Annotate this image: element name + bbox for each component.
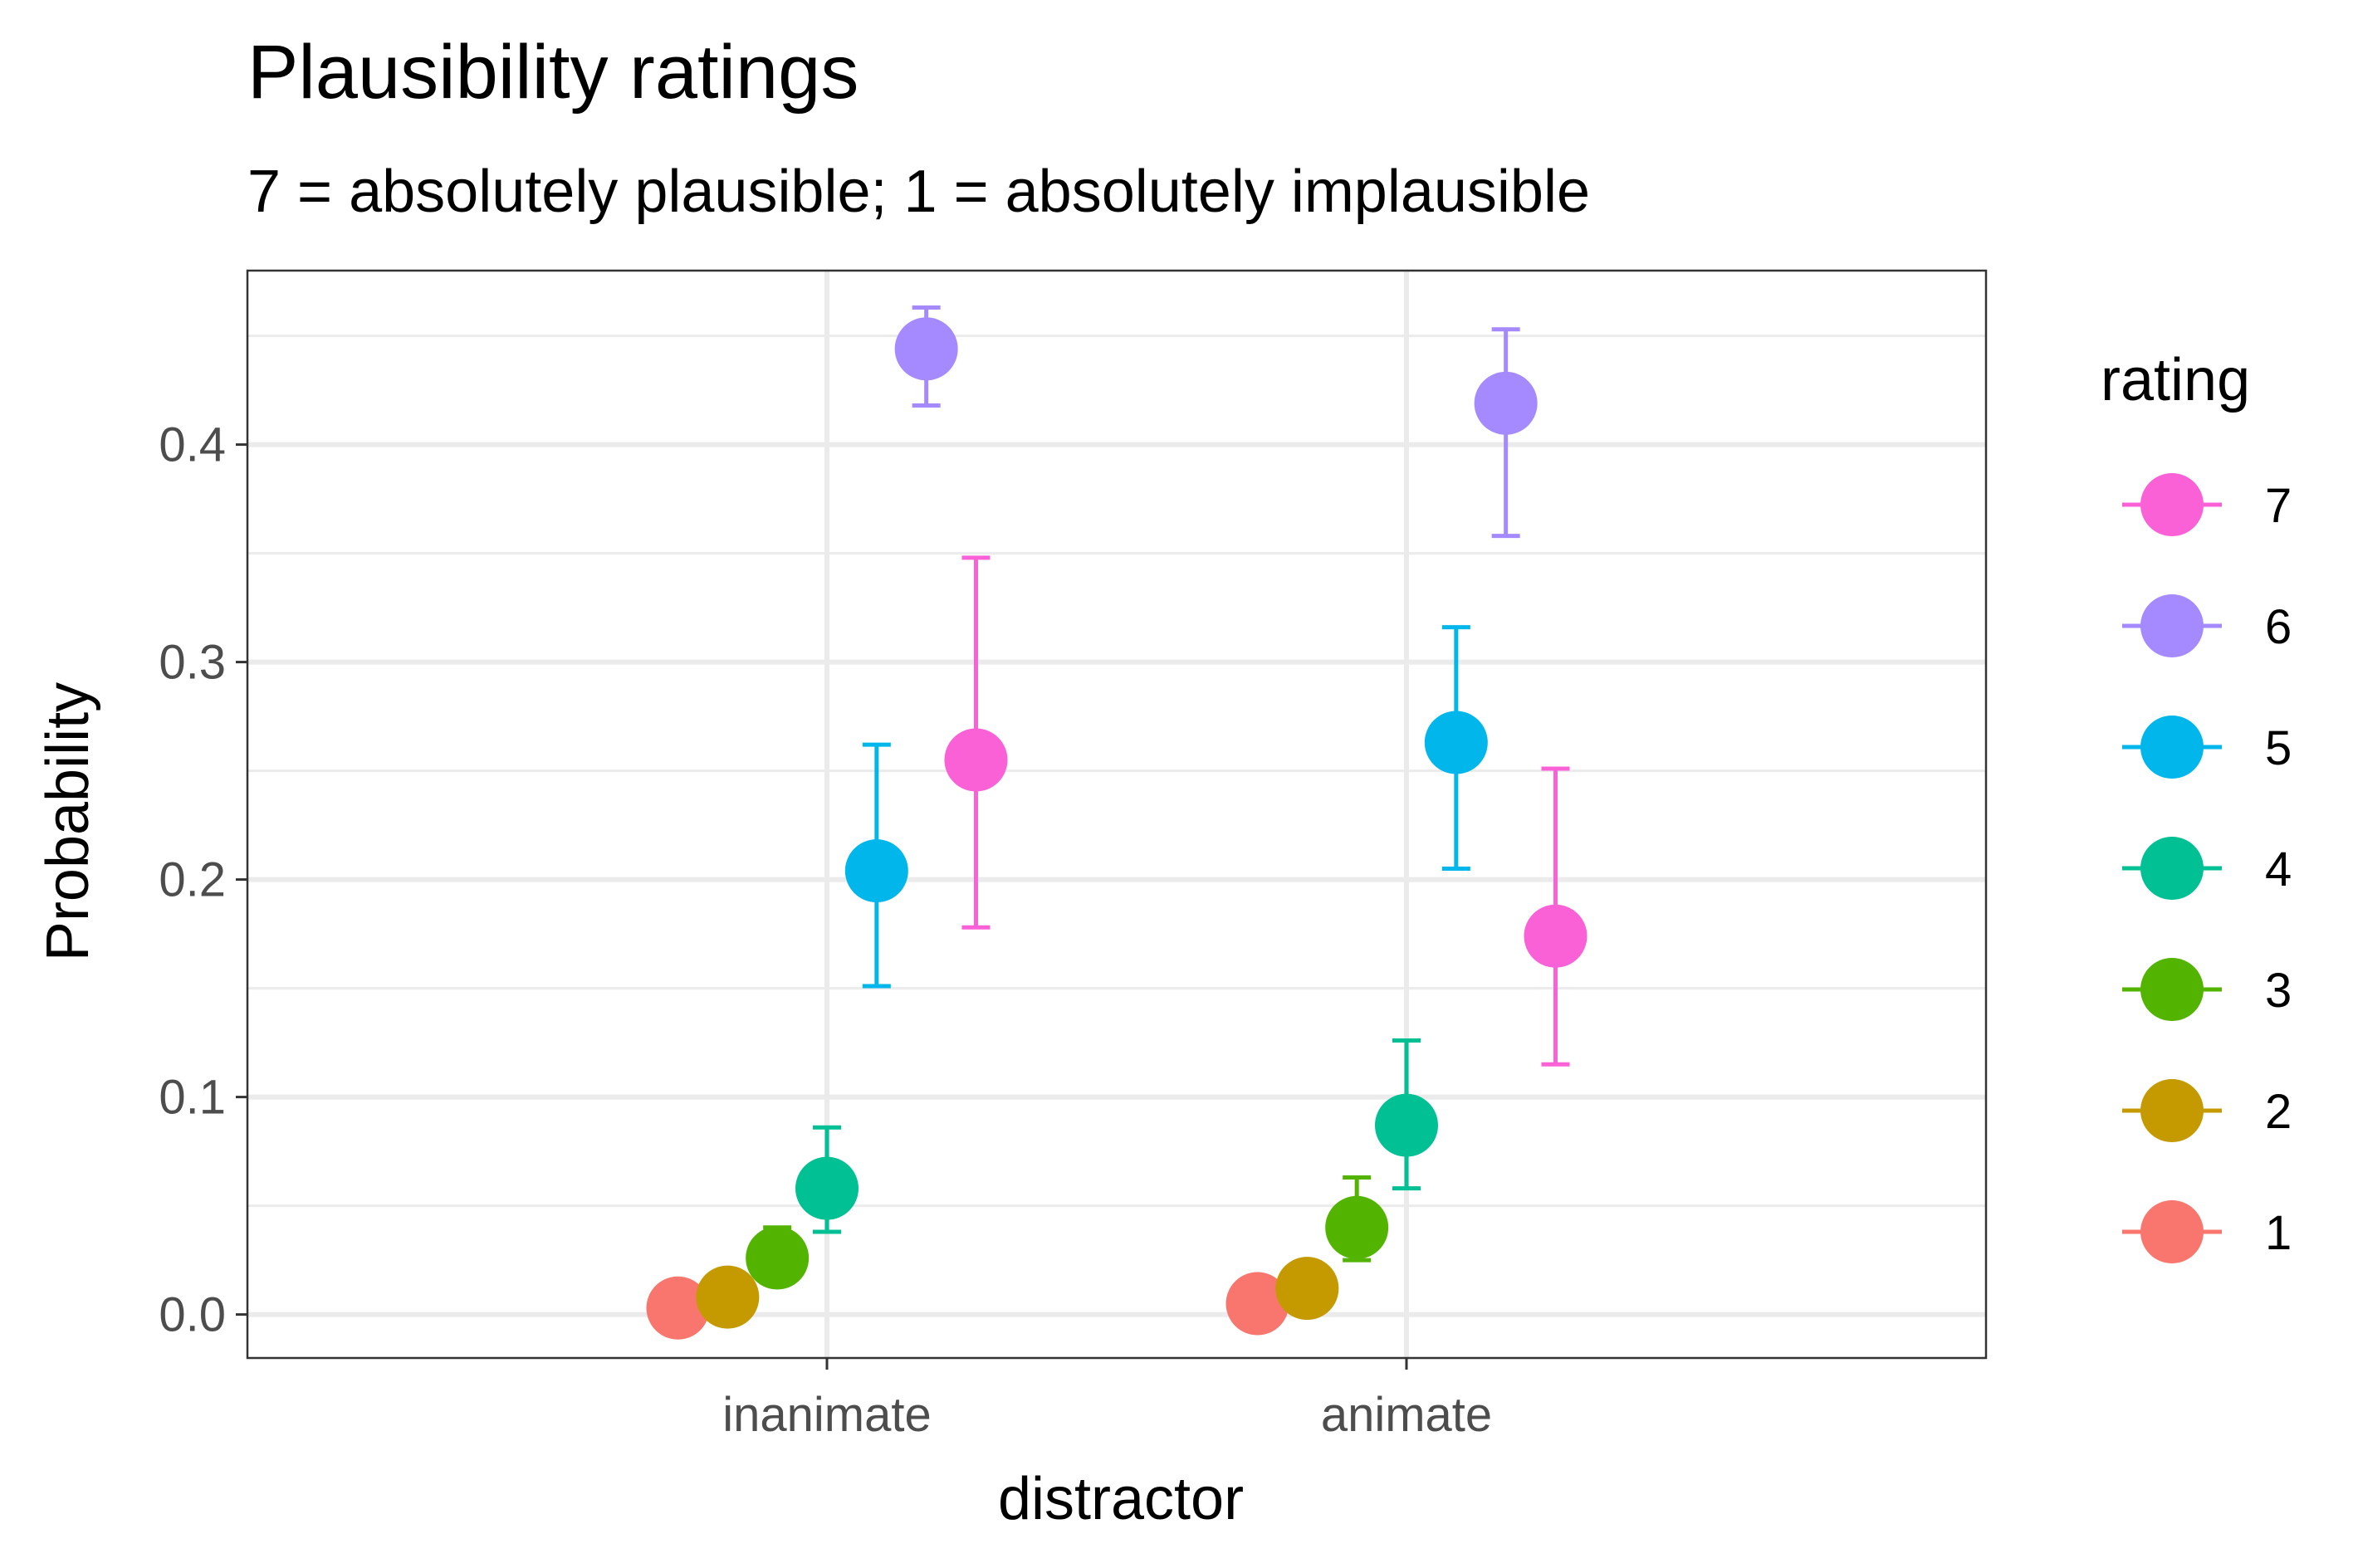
legend-point bbox=[2140, 958, 2204, 1021]
point-rating-6-inanimate bbox=[894, 305, 958, 408]
chart-subtitle: 7 = absolutely plausible; 1 = absolutely… bbox=[247, 159, 1590, 225]
legend-label: 4 bbox=[2265, 843, 2292, 896]
legend-key-5: 5 bbox=[2122, 716, 2292, 779]
legend-point bbox=[2140, 1200, 2204, 1263]
plot-panel bbox=[247, 271, 1986, 1358]
y-tick-label: 0.0 bbox=[159, 1288, 226, 1342]
point-rating-3-animate bbox=[1325, 1175, 1389, 1263]
legend: rating 7 6 5 4 3 2 1 bbox=[2101, 347, 2292, 1263]
legend-point bbox=[2140, 1079, 2204, 1142]
legend-point bbox=[2140, 594, 2204, 657]
point-rating-4-inanimate bbox=[795, 1125, 859, 1234]
data-point bbox=[1375, 1093, 1438, 1157]
legend-key-1: 1 bbox=[2122, 1200, 2292, 1263]
data-point bbox=[646, 1276, 710, 1340]
data-point bbox=[1424, 711, 1488, 774]
legend-label: 6 bbox=[2265, 600, 2292, 654]
x-axis-title: distractor bbox=[998, 1466, 1244, 1532]
y-tick-label: 0.4 bbox=[159, 418, 226, 472]
point-rating-1-inanimate bbox=[646, 1276, 710, 1340]
point-rating-7-inanimate bbox=[944, 555, 1008, 930]
legend-key-6: 6 bbox=[2122, 594, 2292, 657]
data-point bbox=[844, 839, 908, 903]
y-tick-label: 0.1 bbox=[159, 1071, 226, 1125]
data-point bbox=[1524, 904, 1587, 968]
x-tick-label: animate bbox=[1321, 1388, 1492, 1442]
point-rating-7-animate bbox=[1524, 766, 1587, 1067]
data-point bbox=[795, 1156, 859, 1220]
data-point bbox=[1325, 1195, 1389, 1259]
point-rating-6-animate bbox=[1474, 327, 1538, 539]
legend-point bbox=[2140, 716, 2204, 779]
data-point bbox=[894, 317, 958, 381]
point-rating-4-animate bbox=[1375, 1038, 1438, 1191]
chart-title: Plausibility ratings bbox=[247, 30, 859, 115]
legend-title: rating bbox=[2101, 347, 2250, 413]
point-rating-5-animate bbox=[1424, 625, 1488, 871]
legend-label: 2 bbox=[2265, 1085, 2292, 1139]
data-marks bbox=[646, 305, 1587, 1340]
axes: 0.0 0.1 0.2 0.3 0.4 inanimate animate bbox=[159, 418, 1492, 1442]
data-point bbox=[1225, 1272, 1289, 1336]
data-point bbox=[944, 728, 1008, 792]
legend-key-3: 3 bbox=[2122, 958, 2292, 1021]
panel-border bbox=[246, 269, 1988, 1360]
y-tick-label: 0.3 bbox=[159, 636, 226, 690]
legend-label: 5 bbox=[2265, 721, 2292, 775]
legend-label: 3 bbox=[2265, 964, 2292, 1018]
legend-point bbox=[2140, 473, 2204, 536]
legend-point bbox=[2140, 837, 2204, 900]
data-point bbox=[696, 1265, 760, 1329]
y-tick-label: 0.2 bbox=[159, 853, 226, 907]
y-axis-title: Probability bbox=[35, 682, 101, 961]
point-rating-1-animate bbox=[1225, 1272, 1289, 1336]
legend-key-2: 2 bbox=[2122, 1079, 2292, 1142]
legend-label: 1 bbox=[2265, 1206, 2292, 1260]
legend-key-4: 4 bbox=[2122, 837, 2292, 900]
point-rating-3-inanimate bbox=[746, 1225, 810, 1290]
legend-key-7: 7 bbox=[2122, 473, 2292, 536]
point-rating-2-animate bbox=[1275, 1257, 1339, 1321]
point-rating-2-inanimate bbox=[696, 1265, 760, 1329]
data-point bbox=[746, 1226, 810, 1290]
data-point bbox=[1275, 1257, 1339, 1321]
legend-label: 7 bbox=[2265, 479, 2292, 533]
data-point bbox=[1474, 371, 1538, 435]
point-rating-5-inanimate bbox=[844, 742, 908, 989]
x-tick-label: inanimate bbox=[722, 1388, 931, 1442]
